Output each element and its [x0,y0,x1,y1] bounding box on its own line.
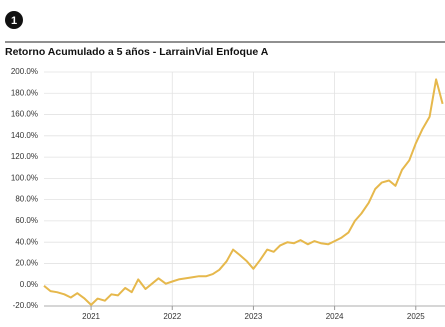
chart-title: Retorno Acumulado a 5 años - LarrainVial… [5,46,269,58]
y-tick-label: 60.0% [15,216,38,225]
y-tick-label: 200.0% [11,67,38,76]
y-tick-label: 20.0% [15,259,38,268]
y-tick-label: 40.0% [15,237,38,246]
x-tick-label: 2023 [245,312,263,321]
y-tick-label: -20.0% [13,301,38,310]
y-tick-label: 120.0% [11,152,38,161]
y-tick-label: 80.0% [15,195,38,204]
y-tick-label: 0.0% [20,280,38,289]
y-tick-label: 160.0% [11,110,38,119]
y-tick-label: 100.0% [11,173,38,182]
y-tick-label: 180.0% [11,88,38,97]
badge [5,11,23,29]
x-tick-label: 2021 [82,312,100,321]
badge-text: 1 [11,15,17,27]
y-tick-label: 140.0% [11,131,38,140]
x-tick-label: 2024 [326,312,344,321]
x-tick-label: 2025 [407,312,425,321]
data-line [43,78,444,306]
x-tick-label: 2022 [163,312,181,321]
